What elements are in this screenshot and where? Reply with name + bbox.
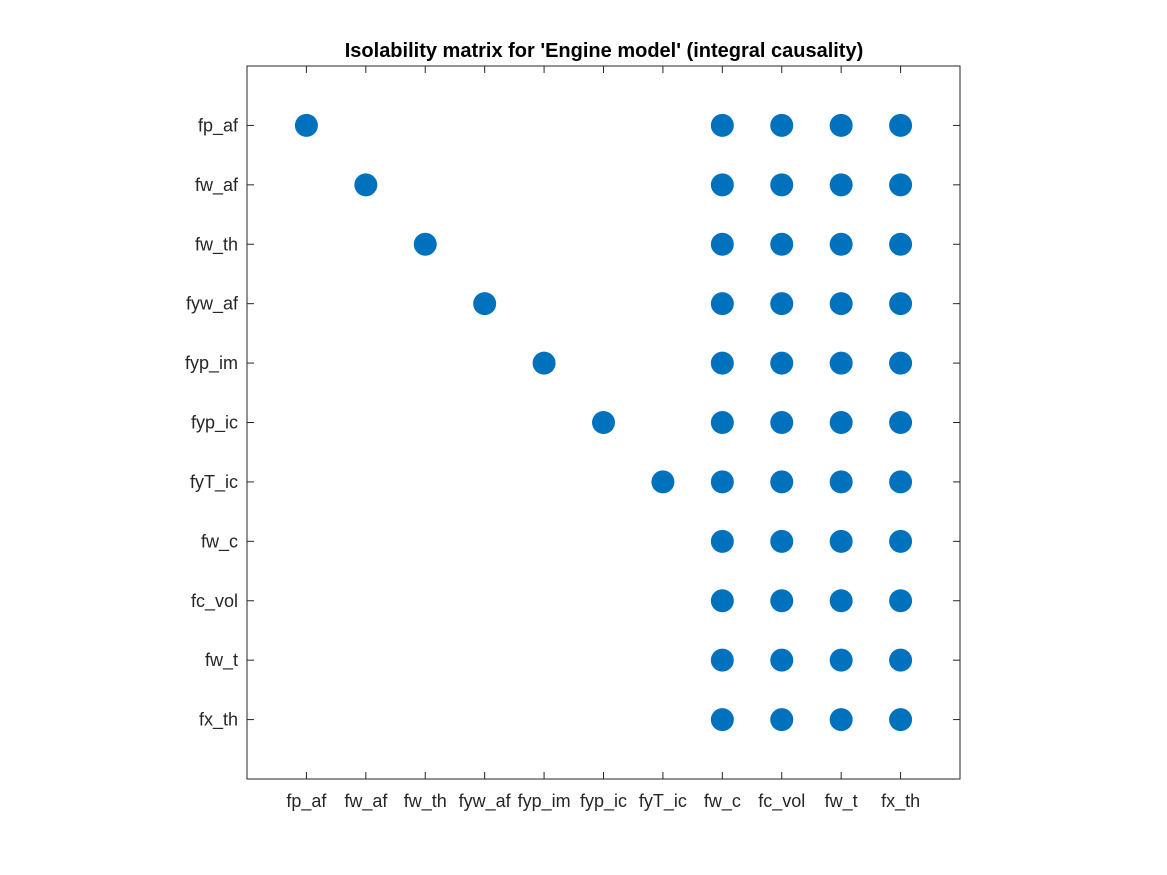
y-tick-label: fx_th	[199, 710, 238, 731]
matrix-marker	[829, 173, 853, 197]
matrix-marker	[710, 411, 734, 434]
y-tick-label: fyp_im	[185, 353, 238, 374]
matrix-marker	[354, 173, 378, 197]
x-tick-label: fw_c	[704, 791, 741, 812]
markers	[294, 113, 913, 732]
y-tick-label: fp_af	[198, 115, 239, 136]
matrix-marker	[829, 232, 853, 256]
matrix-marker	[770, 351, 794, 375]
x-tick-label: fw_t	[825, 791, 858, 812]
matrix-marker	[532, 351, 556, 375]
matrix-marker	[889, 411, 913, 434]
matrix-marker	[710, 708, 734, 732]
matrix-marker	[710, 648, 734, 672]
matrix-marker	[770, 708, 794, 732]
matrix-marker	[592, 411, 615, 434]
matrix-marker	[710, 232, 734, 256]
matrix-marker	[413, 232, 437, 256]
y-tick-labels: fp_af fw_af fw_th fyw_af fyp_im fyp_ic fyT_icf…	[185, 115, 239, 730]
matrix-marker	[710, 529, 734, 553]
matrix-marker	[710, 292, 734, 316]
matrix-marker	[829, 113, 853, 137]
matrix-marker	[889, 589, 913, 613]
matrix-marker	[770, 529, 794, 553]
tick-marks	[247, 66, 960, 779]
matrix-marker	[829, 529, 853, 553]
matrix-marker	[770, 113, 794, 137]
y-tick-label: fyT_ic	[190, 472, 238, 493]
matrix-marker	[770, 173, 794, 197]
chart-title: Isolability matrix for 'Engine model' (i…	[345, 40, 864, 62]
y-tick-label: fw_th	[195, 234, 238, 255]
matrix-marker	[889, 292, 913, 316]
x-tick-label: fc_vol	[758, 791, 805, 812]
matrix-marker	[294, 113, 318, 137]
matrix-marker	[710, 351, 734, 375]
y-tick-label: fw_af	[195, 175, 239, 196]
x-tick-label: fyT_ic	[639, 791, 687, 812]
matrix-marker	[770, 589, 794, 613]
matrix-marker	[651, 470, 675, 494]
x-tick-label: fyp_ic	[580, 791, 627, 812]
matrix-marker	[889, 470, 913, 494]
matrix-marker	[770, 411, 794, 434]
matrix-marker	[889, 351, 913, 375]
matrix-marker	[889, 173, 913, 197]
matrix-marker	[829, 470, 853, 494]
x-tick-labels: fp_af fw_af fw_th fyw_af fyp_im fyp_ic fyT_ic f…	[286, 791, 920, 812]
matrix-marker	[770, 470, 794, 494]
matrix-marker	[889, 708, 913, 732]
matrix-marker	[889, 529, 913, 553]
y-tick-label: fyp_ic	[191, 413, 238, 434]
x-tick-label: fx_th	[881, 791, 920, 812]
matrix-marker	[473, 292, 497, 316]
matrix-marker	[770, 232, 794, 256]
matrix-marker	[710, 589, 734, 613]
matrix-marker	[889, 113, 913, 137]
matrix-marker	[889, 648, 913, 672]
matrix-marker	[829, 708, 853, 732]
matrix-marker	[770, 292, 794, 316]
y-tick-label: fc_vol	[191, 591, 238, 612]
matrix-marker	[829, 648, 853, 672]
y-tick-label: fyw_af	[186, 294, 239, 315]
matrix-marker	[829, 351, 853, 375]
x-tick-label: fyw_af	[459, 791, 512, 812]
y-tick-label: fw_c	[201, 531, 238, 552]
matrix-marker	[710, 470, 734, 494]
matrix-marker	[829, 292, 853, 316]
x-tick-label: fyp_im	[518, 791, 571, 812]
matrix-marker	[889, 232, 913, 256]
y-tick-label: fw_t	[205, 650, 238, 671]
x-tick-label: fp_af	[286, 791, 327, 812]
matrix-marker	[710, 173, 734, 197]
matrix-marker	[770, 648, 794, 672]
matrix-marker	[829, 411, 853, 434]
x-tick-label: fw_th	[404, 791, 447, 812]
matrix-marker	[829, 589, 853, 613]
x-tick-label: fw_af	[344, 791, 388, 812]
matrix-marker	[710, 113, 734, 137]
